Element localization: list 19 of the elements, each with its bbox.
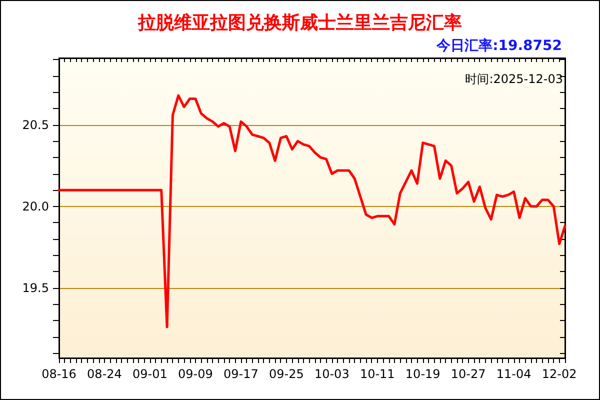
x-tick-label: 08-24 <box>87 367 122 381</box>
x-tick-label: 10-03 <box>314 367 350 381</box>
annotation: 时间:2025-12-03 <box>465 72 563 86</box>
line-series <box>58 94 566 328</box>
x-tick-label: 09-09 <box>178 367 213 381</box>
x-tick-label: 09-01 <box>132 367 168 381</box>
x-tick-label: 11-04 <box>496 367 532 381</box>
x-tick-label: 09-25 <box>268 367 304 381</box>
x-tick-label: 12-02 <box>542 367 577 381</box>
chart-subtitle: 今日汇率:19.8752 <box>436 37 562 54</box>
chart-title: 拉脱维亚拉图兑换斯威士兰里兰吉尼汇率 <box>137 12 462 34</box>
x-tick-label: 10-11 <box>360 367 395 381</box>
x-tick-label: 08-16 <box>42 367 76 381</box>
x-tick-label: 10-27 <box>450 367 486 381</box>
y-tick-label: 19.5 <box>22 280 49 295</box>
y-tick-label: 20.0 <box>22 199 49 214</box>
y-tick-label: 20.5 <box>22 118 49 132</box>
x-tick-label: 09-17 <box>223 367 258 381</box>
x-tick-label: 10-19 <box>405 367 440 381</box>
